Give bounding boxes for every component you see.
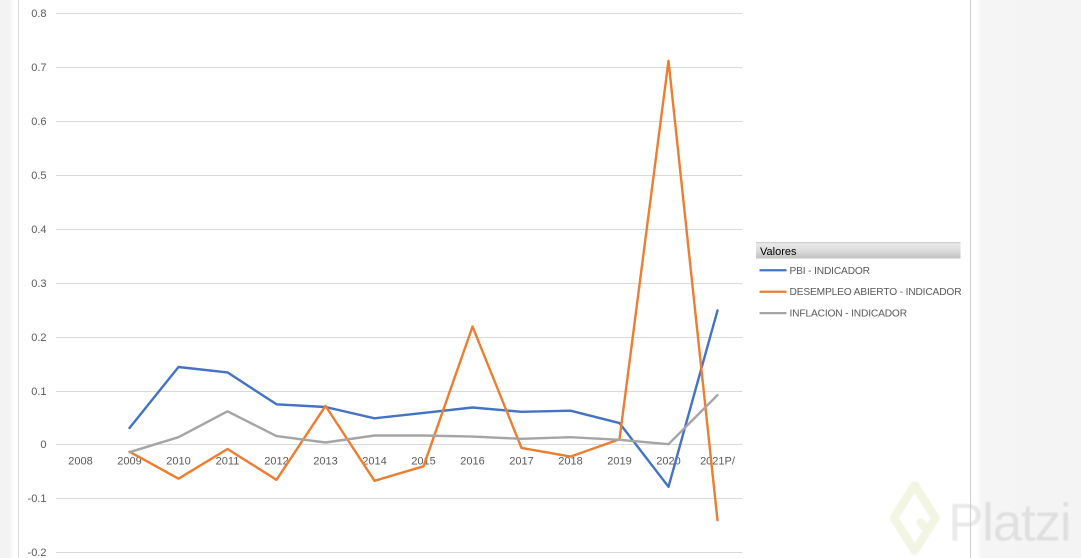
- svg-text:2008: 2008: [68, 456, 92, 468]
- svg-text:-0.1: -0.1: [28, 493, 47, 505]
- svg-text:0.2: 0.2: [31, 332, 46, 344]
- svg-text:2018: 2018: [558, 456, 582, 468]
- svg-text:2010: 2010: [166, 456, 190, 468]
- svg-text:2014: 2014: [362, 456, 386, 468]
- svg-text:DESEMPLEO ABIERTO - INDICADOR: DESEMPLEO ABIERTO - INDICADOR: [790, 287, 962, 298]
- svg-text:0.4: 0.4: [31, 224, 46, 236]
- svg-text:0.7: 0.7: [31, 62, 46, 74]
- svg-text:PBI - INDICADOR: PBI - INDICADOR: [790, 266, 870, 277]
- svg-text:2021P/: 2021P/: [700, 456, 736, 468]
- svg-text:2011: 2011: [216, 456, 240, 468]
- svg-text:2012: 2012: [264, 456, 288, 468]
- svg-text:2013: 2013: [313, 456, 337, 468]
- svg-text:Valores: Valores: [760, 246, 797, 258]
- svg-text:0.5: 0.5: [31, 170, 46, 182]
- svg-text:0.8: 0.8: [31, 8, 46, 20]
- svg-text:2016: 2016: [460, 456, 484, 468]
- svg-text:INFLACION - INDICADOR: INFLACION - INDICADOR: [790, 309, 907, 320]
- svg-text:2019: 2019: [607, 456, 631, 468]
- svg-text:2015: 2015: [411, 456, 435, 468]
- svg-text:2017: 2017: [509, 456, 533, 468]
- svg-text:0.1: 0.1: [31, 386, 46, 398]
- svg-text:0.6: 0.6: [31, 116, 46, 128]
- svg-text:-0.2: -0.2: [28, 547, 47, 558]
- svg-text:0.3: 0.3: [31, 278, 46, 290]
- svg-text:0: 0: [40, 439, 46, 451]
- svg-text:2009: 2009: [117, 456, 141, 468]
- svg-text:Platzi: Platzi: [948, 494, 1070, 553]
